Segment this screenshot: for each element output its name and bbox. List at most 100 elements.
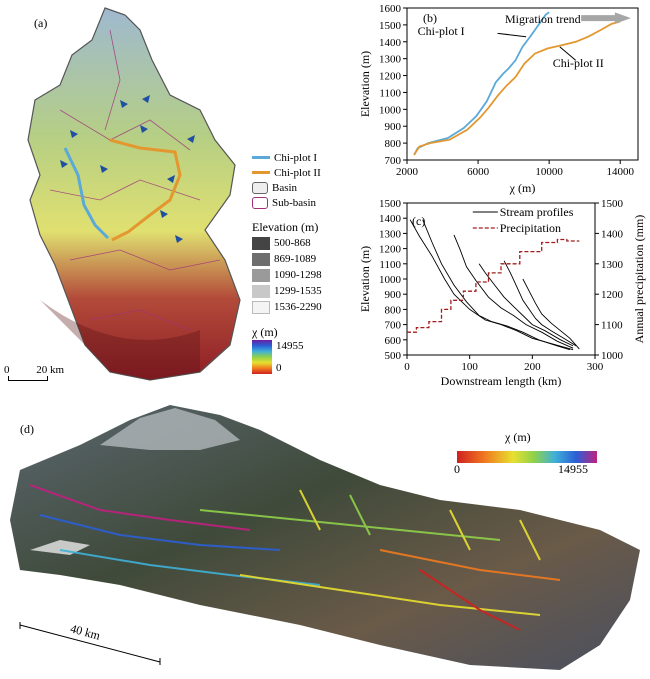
chi-plot-1-path bbox=[63, 147, 110, 240]
elevation-swatch bbox=[252, 268, 270, 282]
panel-a-label: (a) bbox=[34, 16, 48, 30]
panel-c: 0 100 200 300 500 600 700 800 900 1000 1100 1200 130… bbox=[355, 195, 650, 395]
y-tick-label: 1000 bbox=[379, 274, 402, 286]
y2-tick-label: 1300 bbox=[601, 259, 624, 271]
legend-precipitation: Precipitation bbox=[500, 221, 561, 235]
legend-sub-basin: Sub-basin bbox=[252, 195, 362, 210]
scalebar-line bbox=[8, 376, 48, 381]
y-tick-label: 1300 bbox=[379, 228, 402, 240]
elevation-swatch bbox=[252, 300, 270, 314]
panel-d-label: (d) bbox=[20, 422, 34, 436]
y-tick-label: 1300 bbox=[379, 54, 402, 66]
elevation-class: 1299-1535 bbox=[252, 283, 362, 299]
annotation-chi-plot-2: Chi-plot II bbox=[553, 56, 604, 70]
annotation-chi-plot-1-pointer bbox=[497, 32, 527, 38]
legend-chi-plot-2: Chi-plot II bbox=[252, 165, 362, 180]
x-axis-label: Downstream length (km) bbox=[441, 374, 562, 388]
elevation-legend-title: Elevation (m) bbox=[252, 220, 319, 234]
precipitation-line bbox=[407, 238, 580, 333]
chi-legend: 14955 0 bbox=[252, 340, 362, 374]
y-tick-label: 1400 bbox=[379, 213, 402, 225]
sub-basin-swatch bbox=[252, 196, 268, 209]
panel-a-scalebar: 0 20 km bbox=[4, 364, 64, 381]
elevation-class: 500-868 bbox=[252, 235, 362, 251]
legend-profiles: Stream profiles bbox=[500, 205, 574, 219]
chi-plot-2-swatch bbox=[252, 171, 270, 174]
y-tick-label: 1400 bbox=[379, 37, 402, 49]
x-tick-label: 14000 bbox=[606, 166, 634, 178]
annotation-migration-trend: Migration trend bbox=[505, 12, 581, 26]
y-tick-label: 1600 bbox=[379, 3, 402, 15]
y-tick-label: 900 bbox=[385, 289, 402, 301]
y-tick-label: 500 bbox=[385, 350, 402, 362]
y2-tick-label: 1400 bbox=[601, 228, 624, 240]
panel-d-chi-colorbar bbox=[457, 451, 597, 463]
sub-basin-lines bbox=[49, 29, 221, 331]
y-tick-label: 1100 bbox=[379, 259, 401, 271]
panel-d-terrain bbox=[10, 405, 640, 670]
y-tick-label: 800 bbox=[385, 138, 402, 150]
y-tick-label: 900 bbox=[385, 121, 402, 133]
y-tick-label: 1500 bbox=[379, 20, 402, 32]
migration-trend-arrow bbox=[581, 12, 631, 24]
y-tick-label: 1100 bbox=[379, 87, 401, 99]
chi-plot-1-swatch bbox=[252, 156, 270, 159]
stream-profile bbox=[503, 260, 577, 347]
stream-profile bbox=[409, 219, 574, 351]
y-tick-label: 1200 bbox=[379, 244, 402, 256]
x-tick-label: 200 bbox=[524, 361, 541, 373]
stream-profile bbox=[453, 234, 574, 349]
elevation-legend: 500-868 869-1089 1090-1298 1299-1535 153… bbox=[252, 235, 362, 315]
basin-outline bbox=[27, 7, 241, 381]
elevation-swatch bbox=[252, 236, 270, 250]
y-tick-label: 1200 bbox=[379, 71, 402, 83]
y-tick-label: 700 bbox=[385, 155, 402, 167]
y2-tick-label: 1500 bbox=[601, 198, 624, 210]
elevation-class: 1090-1298 bbox=[252, 267, 362, 283]
x-axis-label: χ (m) bbox=[509, 181, 536, 195]
plot-frame bbox=[406, 7, 639, 161]
chi-legend-title: χ (m) bbox=[252, 325, 278, 339]
chi-streams bbox=[29, 484, 561, 631]
panel-d-chi-title: χ (m) bbox=[505, 430, 531, 444]
y2-tick-label: 1200 bbox=[601, 289, 624, 301]
elevation-swatch bbox=[252, 252, 270, 266]
annotation-chi-plot-1: Chi-plot I bbox=[418, 24, 465, 38]
basin-swatch bbox=[252, 181, 268, 194]
series-line-1 bbox=[413, 11, 550, 156]
y-tick-label: 800 bbox=[385, 304, 402, 316]
legend-basin: Basin bbox=[252, 180, 362, 195]
chi-colorbar bbox=[252, 340, 272, 374]
elevation-swatch bbox=[252, 284, 270, 298]
y-tick-label: 1500 bbox=[379, 198, 402, 210]
stream-profile bbox=[522, 278, 580, 350]
terrain-body bbox=[10, 405, 640, 670]
x-tick-label: 0 bbox=[404, 361, 410, 373]
stream-profile bbox=[478, 263, 574, 347]
x-tick-label: 10000 bbox=[535, 166, 563, 178]
x-tick-label: 300 bbox=[587, 361, 604, 373]
stream-profile bbox=[422, 219, 571, 351]
series-line-2 bbox=[413, 20, 621, 156]
panel-c-label: (c) bbox=[412, 214, 425, 228]
panel-a-map bbox=[27, 7, 241, 381]
y2-tick-label: 1000 bbox=[601, 350, 624, 362]
y-axis-label: Elevation (m) bbox=[358, 51, 372, 117]
y2-axis-label: Annual precipitation (mm) bbox=[632, 215, 646, 344]
panel-d-chi-max: 14955 bbox=[558, 462, 588, 476]
migration-arrows bbox=[60, 95, 195, 243]
y-tick-label: 700 bbox=[385, 320, 402, 332]
y-axis-label: Elevation (m) bbox=[358, 246, 372, 312]
panel-d-chi-min: 0 bbox=[454, 462, 460, 476]
chi-plot-2-path bbox=[109, 138, 182, 242]
panel-a: (a) Chi-plot I Chi-plot II Basin Sub-bas… bbox=[0, 0, 360, 400]
elevation-class: 869-1089 bbox=[252, 251, 362, 267]
x-tick-label: 100 bbox=[461, 361, 478, 373]
panel-b: 2000 6000 10000 14000 700 800 900 1000 1100 1200 1… bbox=[355, 0, 650, 200]
panel-b-chart: 2000 6000 10000 14000 700 800 900 1000 1100 1200 1… bbox=[358, 3, 639, 195]
x-tick-label: 2000 bbox=[396, 166, 419, 178]
y2-tick-label: 1100 bbox=[601, 320, 623, 332]
y-tick-label: 1000 bbox=[379, 104, 402, 116]
panel-b-label: (b) bbox=[423, 11, 437, 25]
x-tick-label: 6000 bbox=[467, 166, 490, 178]
